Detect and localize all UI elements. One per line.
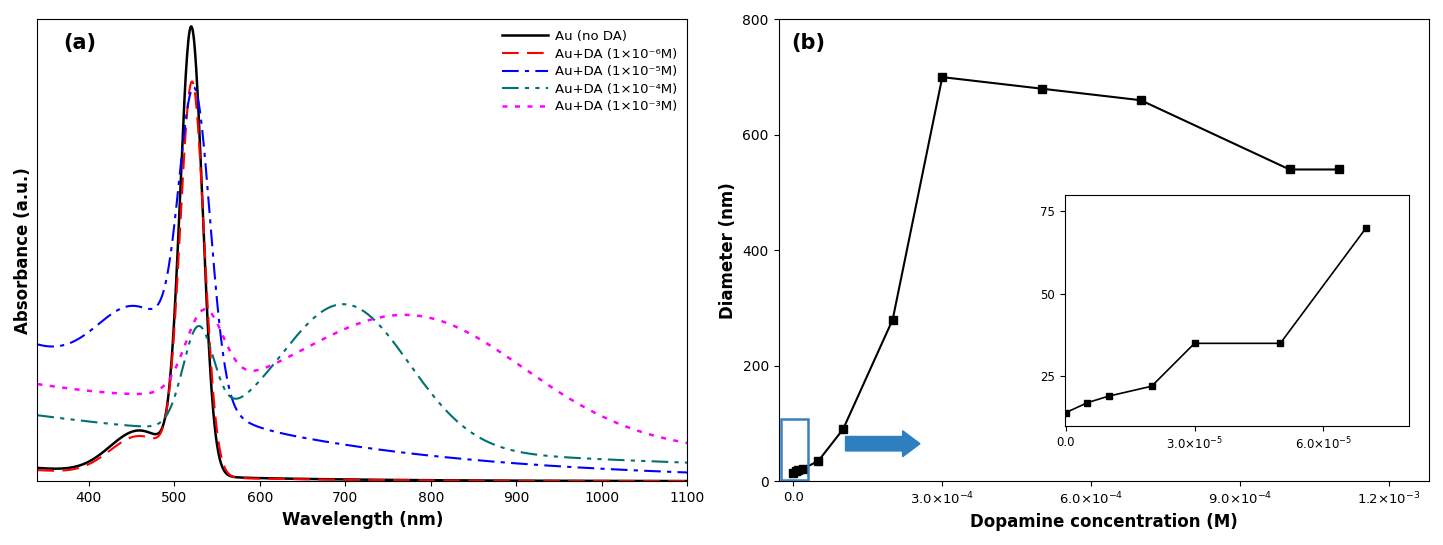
Au+DA (1×10⁻⁴M) — [95, 420, 113, 426]
Legend: Au (no DA), Au+DA (1×10⁻⁶M), Au+DA (1×10⁻⁵M), Au+DA (1×10⁻⁴M), Au+DA (1×10⁻³M): Au (no DA), Au+DA (1×10⁻⁶M), Au+DA (1×10… — [498, 26, 681, 117]
Au+DA (1×10⁻³M) — [29, 381, 46, 387]
Au+DA (1×10⁻⁶M) — [548, 477, 566, 484]
Bar — [781, 420, 808, 480]
Y-axis label: Diameter (nm): Diameter (nm) — [719, 182, 737, 319]
Line: Au+DA (1×10⁻³M): Au+DA (1×10⁻³M) — [38, 310, 687, 443]
Au+DA (1×10⁻⁵M) — [548, 463, 566, 469]
X-axis label: Wavelength (nm): Wavelength (nm) — [281, 511, 443, 529]
Au+DA (1×10⁻⁴M) — [537, 452, 554, 459]
Au+DA (1×10⁻³M) — [316, 335, 333, 342]
Au+DA (1×10⁻⁶M) — [183, 78, 201, 85]
Au (no DA) — [548, 477, 566, 484]
Au+DA (1×10⁻⁵M) — [476, 458, 494, 464]
Au+DA (1×10⁻⁶M) — [316, 476, 333, 483]
Text: (a): (a) — [63, 33, 97, 53]
Au+DA (1×10⁻³M) — [293, 347, 310, 354]
Au+DA (1×10⁻⁴M) — [315, 307, 332, 314]
Au (no DA) — [29, 465, 46, 471]
Line: Au+DA (1×10⁻⁴M): Au+DA (1×10⁻⁴M) — [38, 304, 687, 463]
Au+DA (1×10⁻³M) — [196, 306, 214, 313]
Y-axis label: Absorbance (a.u.): Absorbance (a.u.) — [14, 167, 32, 334]
Line: Au (no DA): Au (no DA) — [38, 27, 687, 481]
Au (no DA) — [537, 477, 554, 484]
Au+DA (1×10⁻⁵M) — [293, 434, 310, 440]
Au+DA (1×10⁻⁴M) — [678, 459, 696, 466]
Au+DA (1×10⁻⁴M) — [291, 329, 309, 335]
Au (no DA) — [678, 478, 696, 485]
Line: Au+DA (1×10⁻⁶M): Au+DA (1×10⁻⁶M) — [38, 82, 687, 481]
FancyArrow shape — [846, 431, 921, 457]
Au+DA (1×10⁻³M) — [537, 379, 554, 386]
Au+DA (1×10⁻³M) — [548, 387, 566, 394]
X-axis label: Dopamine concentration (M): Dopamine concentration (M) — [970, 513, 1238, 531]
Au+DA (1×10⁻⁵M) — [95, 317, 113, 323]
Au+DA (1×10⁻⁶M) — [293, 476, 310, 482]
Au (no DA) — [316, 476, 333, 482]
Line: Au+DA (1×10⁻⁵M): Au+DA (1×10⁻⁵M) — [38, 87, 687, 473]
Text: (b): (b) — [792, 33, 825, 53]
Au+DA (1×10⁻³M) — [476, 338, 494, 345]
Au+DA (1×10⁻⁶M) — [95, 452, 113, 458]
Au+DA (1×10⁻³M) — [95, 389, 113, 396]
Au+DA (1×10⁻⁵M) — [316, 438, 333, 445]
Au+DA (1×10⁻⁵M) — [29, 341, 46, 348]
Au+DA (1×10⁻³M) — [678, 440, 696, 446]
Au+DA (1×10⁻⁵M) — [537, 462, 554, 469]
Au (no DA) — [476, 477, 494, 484]
Au+DA (1×10⁻⁶M) — [476, 477, 494, 484]
Au+DA (1×10⁻⁵M) — [185, 84, 202, 90]
Au+DA (1×10⁻⁴M) — [476, 437, 494, 444]
Au (no DA) — [293, 476, 310, 482]
Au (no DA) — [95, 449, 113, 455]
Au+DA (1×10⁻⁶M) — [29, 467, 46, 474]
Au+DA (1×10⁻⁵M) — [678, 469, 696, 476]
Au+DA (1×10⁻⁶M) — [678, 478, 696, 485]
Au+DA (1×10⁻⁴M) — [335, 301, 352, 307]
Au+DA (1×10⁻⁴M) — [548, 453, 566, 460]
Au+DA (1×10⁻⁴M) — [29, 412, 46, 419]
Au+DA (1×10⁻⁶M) — [537, 477, 554, 484]
Au (no DA) — [182, 23, 199, 30]
